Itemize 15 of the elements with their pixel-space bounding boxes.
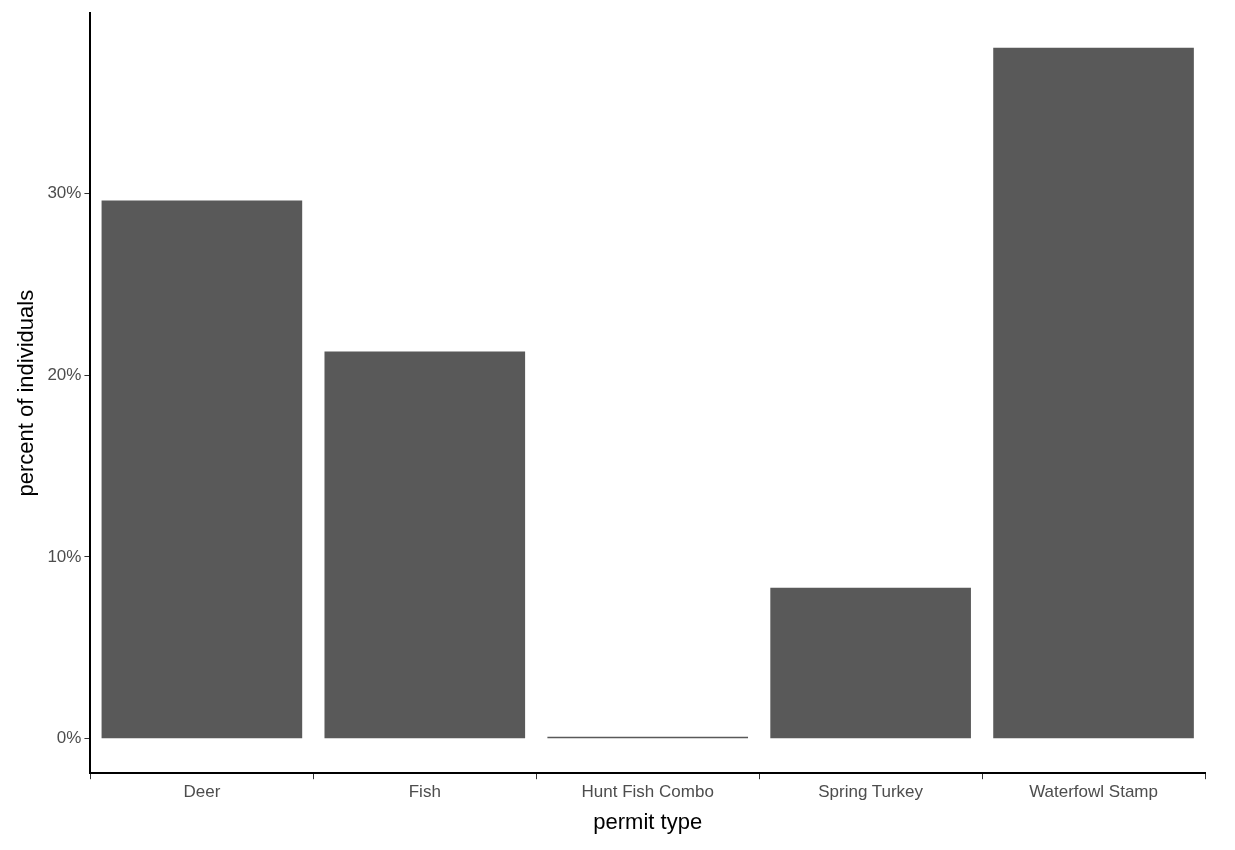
- y-tick-label: 20%: [47, 364, 82, 384]
- y-tick-label: 0%: [56, 728, 82, 748]
- y-tick-label: 10%: [47, 546, 82, 566]
- bar: [101, 200, 303, 739]
- y-tick-label: 30%: [47, 182, 82, 202]
- x-tick-label: Fish: [408, 782, 441, 802]
- x-axis-title: permit type: [593, 808, 703, 834]
- x-tick-label: Waterfowl Stamp: [1029, 782, 1158, 802]
- bar: [993, 47, 1194, 739]
- x-tick-label: Hunt Fish Combo: [581, 782, 714, 802]
- x-tick-label: Deer: [183, 782, 221, 802]
- bar: [324, 351, 526, 739]
- x-tick-label: Spring Turkey: [818, 782, 924, 802]
- bar: [770, 587, 971, 739]
- y-axis-title: percent of individuals: [13, 289, 39, 497]
